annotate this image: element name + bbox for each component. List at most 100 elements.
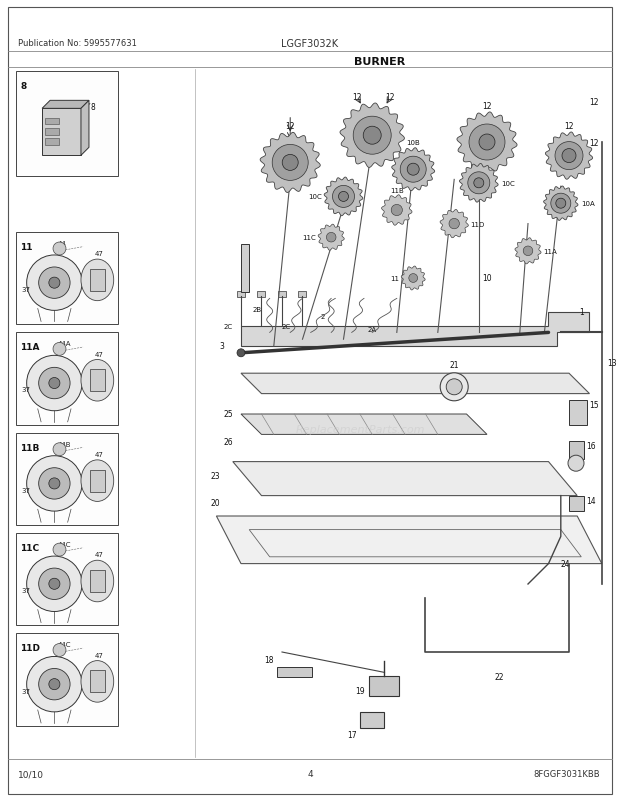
Text: 21: 21: [450, 360, 459, 370]
Circle shape: [332, 186, 355, 209]
Circle shape: [38, 468, 70, 500]
Text: 37: 37: [22, 588, 30, 593]
Text: 11A: 11A: [543, 249, 557, 254]
Bar: [569, 401, 587, 426]
Circle shape: [38, 368, 70, 399]
Bar: [90, 670, 105, 693]
Text: 2B: 2B: [253, 306, 262, 313]
Text: 23: 23: [211, 471, 221, 480]
Text: 11A: 11A: [20, 342, 40, 352]
Circle shape: [272, 145, 308, 181]
Text: LGGF3032K: LGGF3032K: [281, 39, 339, 49]
Circle shape: [440, 374, 468, 401]
Circle shape: [468, 172, 490, 195]
Text: 18: 18: [265, 655, 274, 665]
Text: 10/10: 10/10: [18, 770, 44, 779]
Bar: [42, 109, 81, 156]
Polygon shape: [392, 148, 435, 192]
Text: 47: 47: [95, 351, 104, 357]
Text: 15: 15: [589, 401, 599, 410]
Text: 11: 11: [390, 276, 399, 282]
Polygon shape: [81, 101, 89, 156]
Text: BURNER: BURNER: [355, 57, 405, 67]
Bar: [370, 676, 399, 696]
Text: 37: 37: [22, 688, 30, 694]
Text: 47: 47: [95, 552, 104, 557]
Text: 25: 25: [223, 410, 232, 419]
Text: 20: 20: [211, 498, 221, 508]
Text: Publication No: 5995577631: Publication No: 5995577631: [18, 39, 137, 48]
Bar: [16, 333, 118, 425]
Ellipse shape: [81, 360, 113, 402]
Text: 8: 8: [20, 82, 27, 91]
Polygon shape: [241, 245, 249, 292]
Text: 24: 24: [561, 560, 570, 569]
Circle shape: [400, 157, 426, 183]
Bar: [298, 291, 306, 298]
Bar: [90, 470, 105, 492]
Polygon shape: [318, 225, 344, 251]
Text: 12: 12: [285, 122, 295, 132]
Text: 11D: 11D: [470, 221, 484, 227]
Text: 10B: 10B: [406, 140, 420, 146]
Text: 47: 47: [95, 452, 104, 457]
Text: 22: 22: [495, 673, 504, 682]
Text: 4: 4: [307, 770, 313, 779]
Polygon shape: [544, 187, 578, 221]
Circle shape: [523, 247, 533, 257]
Text: 37: 37: [22, 287, 30, 293]
Circle shape: [353, 117, 391, 155]
Polygon shape: [340, 103, 404, 168]
Text: 12: 12: [589, 138, 598, 148]
Circle shape: [49, 678, 60, 690]
Text: 10C: 10C: [501, 180, 515, 187]
Ellipse shape: [81, 661, 113, 703]
Text: 11C: 11C: [303, 235, 316, 241]
Circle shape: [27, 657, 82, 712]
Text: 44: 44: [58, 241, 66, 246]
Bar: [569, 496, 584, 511]
Circle shape: [38, 569, 70, 600]
Polygon shape: [241, 415, 487, 435]
Circle shape: [282, 156, 298, 171]
Text: 2: 2: [321, 314, 325, 319]
Bar: [45, 119, 59, 125]
Bar: [16, 533, 118, 626]
Circle shape: [474, 179, 484, 188]
Text: ReplacementParts.com: ReplacementParts.com: [295, 424, 425, 435]
Bar: [278, 291, 286, 298]
Bar: [16, 433, 118, 525]
Circle shape: [49, 378, 60, 389]
Text: 37: 37: [22, 488, 30, 493]
Polygon shape: [324, 178, 363, 217]
Text: 2C: 2C: [224, 323, 232, 329]
Circle shape: [38, 268, 70, 299]
Circle shape: [237, 350, 245, 358]
Polygon shape: [216, 516, 602, 564]
Circle shape: [391, 205, 402, 217]
Text: 10: 10: [482, 274, 492, 283]
Bar: [569, 442, 584, 460]
Text: 26: 26: [223, 437, 232, 446]
Ellipse shape: [81, 460, 113, 502]
Bar: [360, 712, 384, 728]
Text: 47: 47: [95, 652, 104, 658]
Text: 12: 12: [564, 121, 574, 131]
Circle shape: [479, 135, 495, 151]
Circle shape: [49, 578, 60, 589]
Text: 8: 8: [91, 103, 95, 112]
Text: 44A: 44A: [58, 341, 71, 346]
Circle shape: [27, 456, 82, 512]
Bar: [90, 570, 105, 593]
Circle shape: [326, 233, 336, 243]
Circle shape: [38, 669, 70, 700]
Circle shape: [27, 557, 82, 612]
Bar: [45, 140, 59, 146]
Text: 2C: 2C: [281, 323, 291, 329]
Text: 44C: 44C: [58, 541, 71, 547]
Text: 11B: 11B: [390, 188, 404, 194]
Bar: [257, 291, 265, 298]
Circle shape: [555, 143, 583, 170]
Ellipse shape: [81, 260, 113, 302]
Circle shape: [568, 456, 584, 472]
